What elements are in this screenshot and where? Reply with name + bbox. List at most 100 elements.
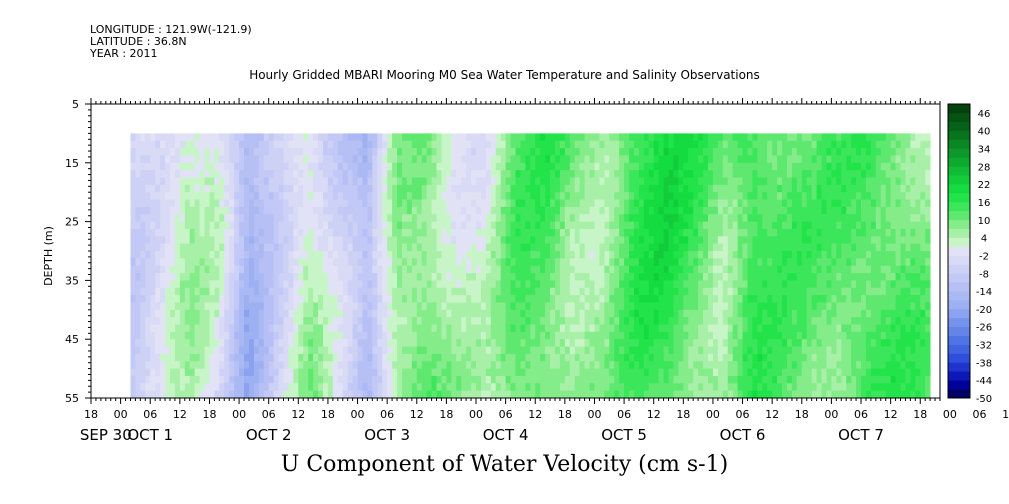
heatmap-cell	[772, 221, 778, 230]
heatmap-cell	[638, 331, 645, 340]
heatmap-cell	[663, 162, 669, 171]
heatmap-cell	[155, 170, 161, 178]
heatmap-cell	[337, 346, 344, 355]
heatmap-cell	[401, 324, 408, 333]
heatmap-cell	[515, 375, 521, 384]
heatmap-cell	[801, 228, 808, 237]
heatmap-cell	[204, 236, 210, 245]
heatmap-cell	[313, 317, 319, 325]
heatmap-cell	[209, 295, 215, 303]
heatmap-cell	[327, 221, 334, 230]
heatmap-cell	[130, 265, 136, 274]
heatmap-cell	[406, 383, 413, 392]
heatmap-cell	[372, 324, 378, 333]
heatmap-cell	[387, 287, 393, 296]
heatmap-cell	[253, 258, 260, 267]
heatmap-cell	[589, 280, 595, 289]
heatmap-cell	[466, 228, 472, 237]
heatmap-cell	[357, 133, 363, 142]
heatmap-cell	[436, 375, 442, 384]
heatmap-cell	[683, 243, 689, 252]
heatmap-cell	[693, 258, 699, 267]
heatmap-cell	[145, 331, 151, 340]
heatmap-cell	[451, 228, 457, 237]
heatmap-cell	[535, 390, 541, 399]
heatmap-cell	[624, 236, 630, 245]
heatmap-cell	[545, 177, 551, 186]
heatmap-cell	[688, 331, 694, 340]
heatmap-cell	[693, 236, 699, 245]
heatmap-cell	[456, 140, 462, 149]
heatmap-cell	[209, 258, 215, 267]
heatmap-cell	[313, 133, 319, 142]
heatmap-cell	[594, 317, 600, 325]
heatmap-cell	[545, 339, 551, 347]
heatmap-cell	[554, 199, 561, 208]
heatmap-cell	[313, 383, 319, 392]
heatmap-cell	[688, 206, 694, 215]
heatmap-cell	[806, 162, 813, 171]
heatmap-cell	[411, 258, 418, 267]
heatmap-cell	[204, 339, 210, 347]
heatmap-cell	[633, 155, 640, 164]
heatmap-cell	[342, 368, 349, 377]
heatmap-cell	[327, 251, 334, 259]
heatmap-cell	[461, 383, 467, 392]
heatmap-cell	[372, 177, 378, 186]
heatmap-cell	[505, 140, 511, 149]
heatmap-cell	[722, 361, 729, 369]
heatmap-cell	[801, 206, 808, 215]
heatmap-cell	[476, 258, 482, 267]
heatmap-cell	[559, 148, 566, 156]
heatmap-cell	[372, 265, 378, 274]
heatmap-cell	[416, 192, 423, 200]
heatmap-cell	[599, 295, 605, 303]
heatmap-cell	[673, 162, 679, 171]
heatmap-cell	[471, 162, 477, 171]
heatmap-cell	[318, 192, 324, 200]
heatmap-cell	[303, 251, 309, 259]
heatmap-cell	[273, 309, 279, 318]
heatmap-cell	[515, 383, 521, 392]
heatmap-cell	[150, 339, 156, 347]
heatmap-cell	[638, 148, 645, 156]
heatmap-cell	[352, 331, 358, 340]
heatmap-cell	[732, 324, 739, 333]
heatmap-cell	[377, 317, 383, 325]
heatmap-cell	[762, 228, 768, 237]
heatmap-cell	[347, 228, 354, 237]
heatmap-cell	[698, 273, 704, 281]
heatmap-cell	[673, 368, 679, 377]
heatmap-cell	[145, 353, 151, 362]
heatmap-cell	[757, 184, 763, 193]
heatmap-cell	[135, 214, 141, 222]
heatmap-cell	[436, 324, 442, 333]
heatmap-cell	[431, 295, 437, 303]
heatmap-cell	[653, 368, 660, 377]
heatmap-cell	[239, 265, 245, 274]
heatmap-cell	[209, 162, 215, 171]
heatmap-cell	[135, 273, 141, 281]
heatmap-cell	[638, 243, 645, 252]
heatmap-cell	[545, 287, 551, 296]
heatmap-cell	[678, 346, 684, 355]
heatmap-cell	[703, 280, 709, 289]
heatmap-cell	[569, 192, 576, 200]
heatmap-cell	[169, 287, 176, 296]
heatmap-cell	[451, 214, 457, 222]
heatmap-cell	[530, 317, 536, 325]
heatmap-cell	[594, 295, 600, 303]
heatmap-cell	[466, 287, 472, 296]
heatmap-cell	[525, 361, 531, 369]
heatmap-cell	[219, 383, 225, 392]
heatmap-cell	[268, 302, 275, 311]
heatmap-cell	[480, 251, 487, 259]
heatmap-cell	[155, 331, 161, 340]
heatmap-cell	[589, 375, 595, 384]
heatmap-cell	[727, 214, 734, 222]
heatmap-cell	[436, 346, 442, 355]
heatmap-cell	[609, 317, 615, 325]
heatmap-cell	[352, 361, 358, 369]
heatmap-cell	[135, 184, 141, 193]
heatmap-cell	[732, 258, 739, 267]
